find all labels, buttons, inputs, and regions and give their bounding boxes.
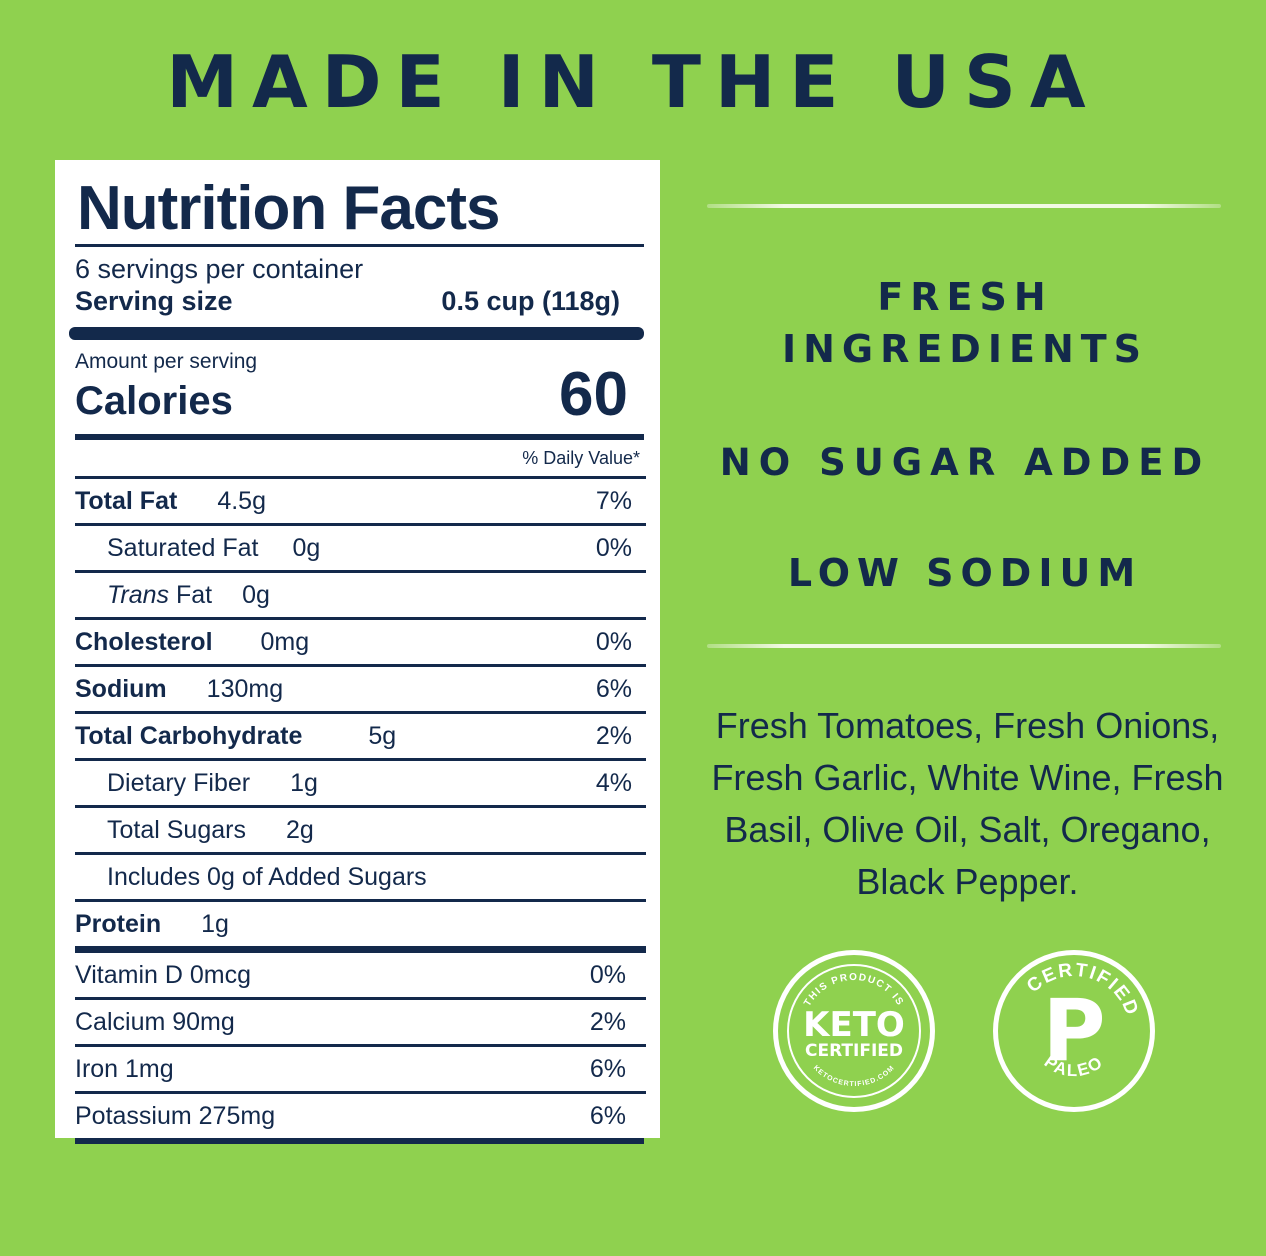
vitamin-row: Calcium 90mg 2% (75, 997, 646, 1044)
ingredients-list: Fresh Tomatoes, Fresh Onions, Fresh Garl… (700, 700, 1235, 908)
keto-bottom-text: KETOCERTIFIED.COM (812, 1064, 895, 1088)
nutrient-name: Total Fat (75, 486, 178, 515)
ingredients-line: Fresh Garlic, White Wine, Fresh (711, 757, 1224, 798)
amount-per-serving: Amount per serving (75, 350, 258, 373)
paleo-certified-badge: CERTIFIED P PALEO (993, 950, 1155, 1112)
vitamin-percent: 6% (589, 1101, 626, 1130)
label-title: Nutrition Facts (77, 174, 500, 243)
ingredients-line: Basil, Olive Oil, Salt, Oregano, (724, 809, 1211, 850)
paleo-letter: P (1042, 981, 1105, 1081)
nutrient-row: Sodium 130mg 6% (75, 664, 646, 711)
keto-badge-graphic: THIS PRODUCT IS KETO CERTIFIED KETOCERTI… (787, 964, 921, 1098)
nutrient-row: Saturated Fat 0g 0% (75, 523, 646, 570)
nutrient-amount: 5g (368, 721, 397, 750)
nutrient-percent: 2% (595, 721, 632, 750)
vitamin-row: Vitamin D 0mcg 0% (75, 946, 646, 997)
vitamin-row: Iron 1mg 6% (75, 1044, 646, 1091)
nutrient-row: Protein 1g (75, 899, 646, 946)
nutrient-row: Total Sugars 2g (75, 805, 646, 852)
nutrient-row: Trans Fat 0g (75, 570, 646, 617)
claim-fresh: FRESH (877, 275, 1053, 319)
serving-size-value: 0.5 cup (118g) (441, 286, 620, 316)
divider (75, 434, 644, 440)
divider (75, 1138, 644, 1144)
vitamin-text: Potassium 275mg (75, 1101, 276, 1130)
svg-text:KETOCERTIFIED.COM: KETOCERTIFIED.COM (812, 1064, 896, 1088)
vitamin-percent: 0% (589, 960, 626, 989)
nutrient-name: Sodium (75, 674, 167, 703)
ingredients-line: Fresh Tomatoes, Fresh Onions, (715, 705, 1220, 746)
claim-ingredients: INGREDIENTS (781, 327, 1149, 371)
nutrient-row: Total Fat 4.5g 7% (75, 476, 646, 523)
nutrient-amount: 4.5g (217, 486, 266, 515)
nutrient-percent: 0% (595, 627, 632, 656)
vitamin-percent: 2% (589, 1007, 626, 1036)
divider-bottom (707, 644, 1221, 648)
nutrient-amount: 1g (290, 768, 318, 797)
serving-size-label: Serving size (75, 286, 233, 316)
nutrient-amount: 0g (292, 533, 321, 562)
claim-low-sodium: LOW SODIUM (787, 551, 1143, 595)
divider-top (707, 204, 1221, 208)
nutrient-row: Total Carbohydrate 5g 2% (75, 711, 646, 758)
divider (75, 244, 644, 247)
nutrient-name: Total Carbohydrate (75, 721, 303, 750)
nutrient-name: Protein (75, 909, 162, 938)
nutrient-row: Includes 0g of Added Sugars (75, 852, 646, 899)
nutrition-facts-label: Nutrition Facts 6 servings per container… (55, 160, 660, 1144)
vitamin-row: Potassium 275mg 6% (75, 1091, 646, 1138)
nutrient-row: Cholesterol 0mg 0% (75, 617, 646, 664)
keto-main-text: KETO (803, 1005, 905, 1045)
nutrient-name-rest: Fat (169, 580, 213, 609)
daily-value-header: % Daily Value* (522, 448, 640, 468)
keto-certified-badge: THIS PRODUCT IS KETO CERTIFIED KETOCERTI… (773, 950, 935, 1112)
keto-sub-text: CERTIFIED (805, 1041, 903, 1061)
divider (69, 327, 644, 340)
nutrient-name: Total Sugars (107, 815, 246, 844)
headline: MADE IN THE USA (166, 40, 1100, 124)
vitamin-text: Calcium 90mg (75, 1007, 235, 1036)
paleo-badge-graphic: CERTIFIED P PALEO (1023, 960, 1141, 1081)
ingredients-line: Black Pepper. (856, 861, 1079, 902)
vitamin-percent: 6% (589, 1054, 626, 1083)
nutrient-percent: 0% (595, 533, 632, 562)
calories-label: Calories (75, 379, 233, 423)
vitamin-text: Vitamin D 0mcg (75, 960, 251, 989)
nutrient-amount: 130mg (206, 674, 284, 703)
nutrient-name: Includes 0g of Added Sugars (107, 862, 427, 891)
nutrient-percent: 7% (595, 486, 632, 515)
nutrient-amount: 0mg (260, 627, 310, 656)
claim-no-sugar: NO SUGAR ADDED (719, 441, 1211, 484)
nutrient-amount: 2g (285, 815, 314, 844)
svg-text:THIS PRODUCT IS: THIS PRODUCT IS (802, 972, 906, 1008)
nutrient-row: Dietary Fiber 1g 4% (75, 758, 646, 805)
nutrient-name-italic: Trans (107, 580, 170, 609)
serving-size-row: Serving size 0.5 cup (118g) (75, 285, 646, 317)
servings-per-container: 6 servings per container (75, 254, 364, 284)
nutrient-percent: 6% (595, 674, 632, 703)
nutrient-name: Cholesterol (75, 627, 213, 656)
nutrient-amount: 1g (201, 909, 229, 938)
vitamin-text: Iron 1mg (75, 1054, 174, 1083)
calories-value: 60 (559, 360, 628, 429)
keto-top-text: THIS PRODUCT IS (802, 972, 904, 1008)
nutrient-percent: 4% (595, 768, 632, 797)
nutrient-name: Saturated Fat (107, 533, 259, 562)
nutrient-amount: 0g (242, 580, 270, 609)
nutrient-name: Dietary Fiber (107, 768, 251, 797)
nutrient-name: Trans Fat (75, 581, 212, 610)
calories-row: Calories 60 (75, 364, 646, 426)
